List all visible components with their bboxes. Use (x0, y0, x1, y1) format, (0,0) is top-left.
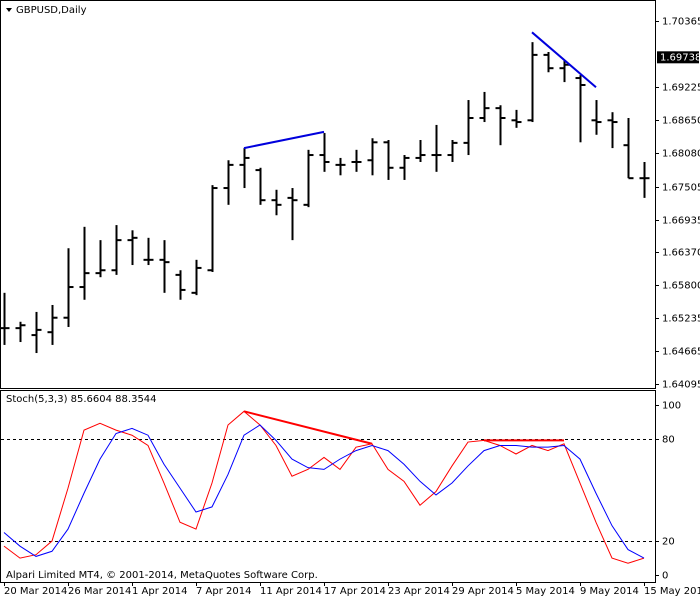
x-tick-label: 29 Apr 2014 (452, 586, 514, 597)
trendline (531, 31, 597, 89)
indicator-title: Stoch(5,3,3) 85.6604 88.3544 (6, 394, 157, 405)
price-panel (0, 0, 656, 389)
stoch-line (3, 410, 645, 564)
x-tick-label: 1 Apr 2014 (132, 586, 187, 597)
y-tick-label: 20 (662, 537, 675, 548)
x-tick-label: 26 Mar 2014 (68, 586, 131, 597)
x-tick-label: 23 Apr 2014 (388, 586, 450, 597)
y-tick-label: 1.64665 (662, 347, 700, 358)
y-tick-label: 0 (662, 571, 668, 582)
x-tick-label: 5 May 2014 (516, 586, 575, 597)
y-tick-label: 80 (662, 435, 675, 446)
x-tick-label: 17 Apr 2014 (324, 586, 386, 597)
trendline (243, 130, 325, 150)
y-tick-label: 1.69225 (662, 83, 700, 94)
stoch-panel (0, 390, 656, 583)
x-tick-label: 11 Apr 2014 (260, 586, 322, 597)
y-tick-label: 1.66935 (662, 216, 700, 227)
price-tag-box (657, 51, 699, 64)
menu-arrow (6, 8, 12, 12)
trendline (243, 410, 373, 445)
x-tick-label: 20 Mar 2014 (4, 586, 67, 597)
y-tick-label: 1.64095 (662, 380, 700, 391)
y-tick-label: 1.68650 (662, 116, 700, 127)
x-tick-label: 7 Apr 2014 (196, 586, 251, 597)
chart-title: GBPUSD,Daily (16, 5, 87, 16)
price-tag: 1.69738 (660, 52, 700, 63)
y-tick-label: 100 (662, 401, 681, 412)
x-tick-label: 9 May 2014 (580, 586, 639, 597)
x-tick-label: 15 May 2014 (644, 586, 700, 597)
y-tick-label: 1.70365 (662, 17, 700, 28)
footer: Alpari Limited MT4, © 2001-2014, MetaQuo… (6, 570, 318, 581)
y-tick-label: 1.66370 (662, 248, 700, 259)
y-tick-label: 1.65800 (662, 281, 700, 292)
y-tick-label: 1.67505 (662, 183, 700, 194)
y-tick-label: 1.68080 (662, 149, 700, 160)
stoch-line (3, 424, 645, 559)
y-tick-label: 1.65235 (662, 314, 700, 325)
